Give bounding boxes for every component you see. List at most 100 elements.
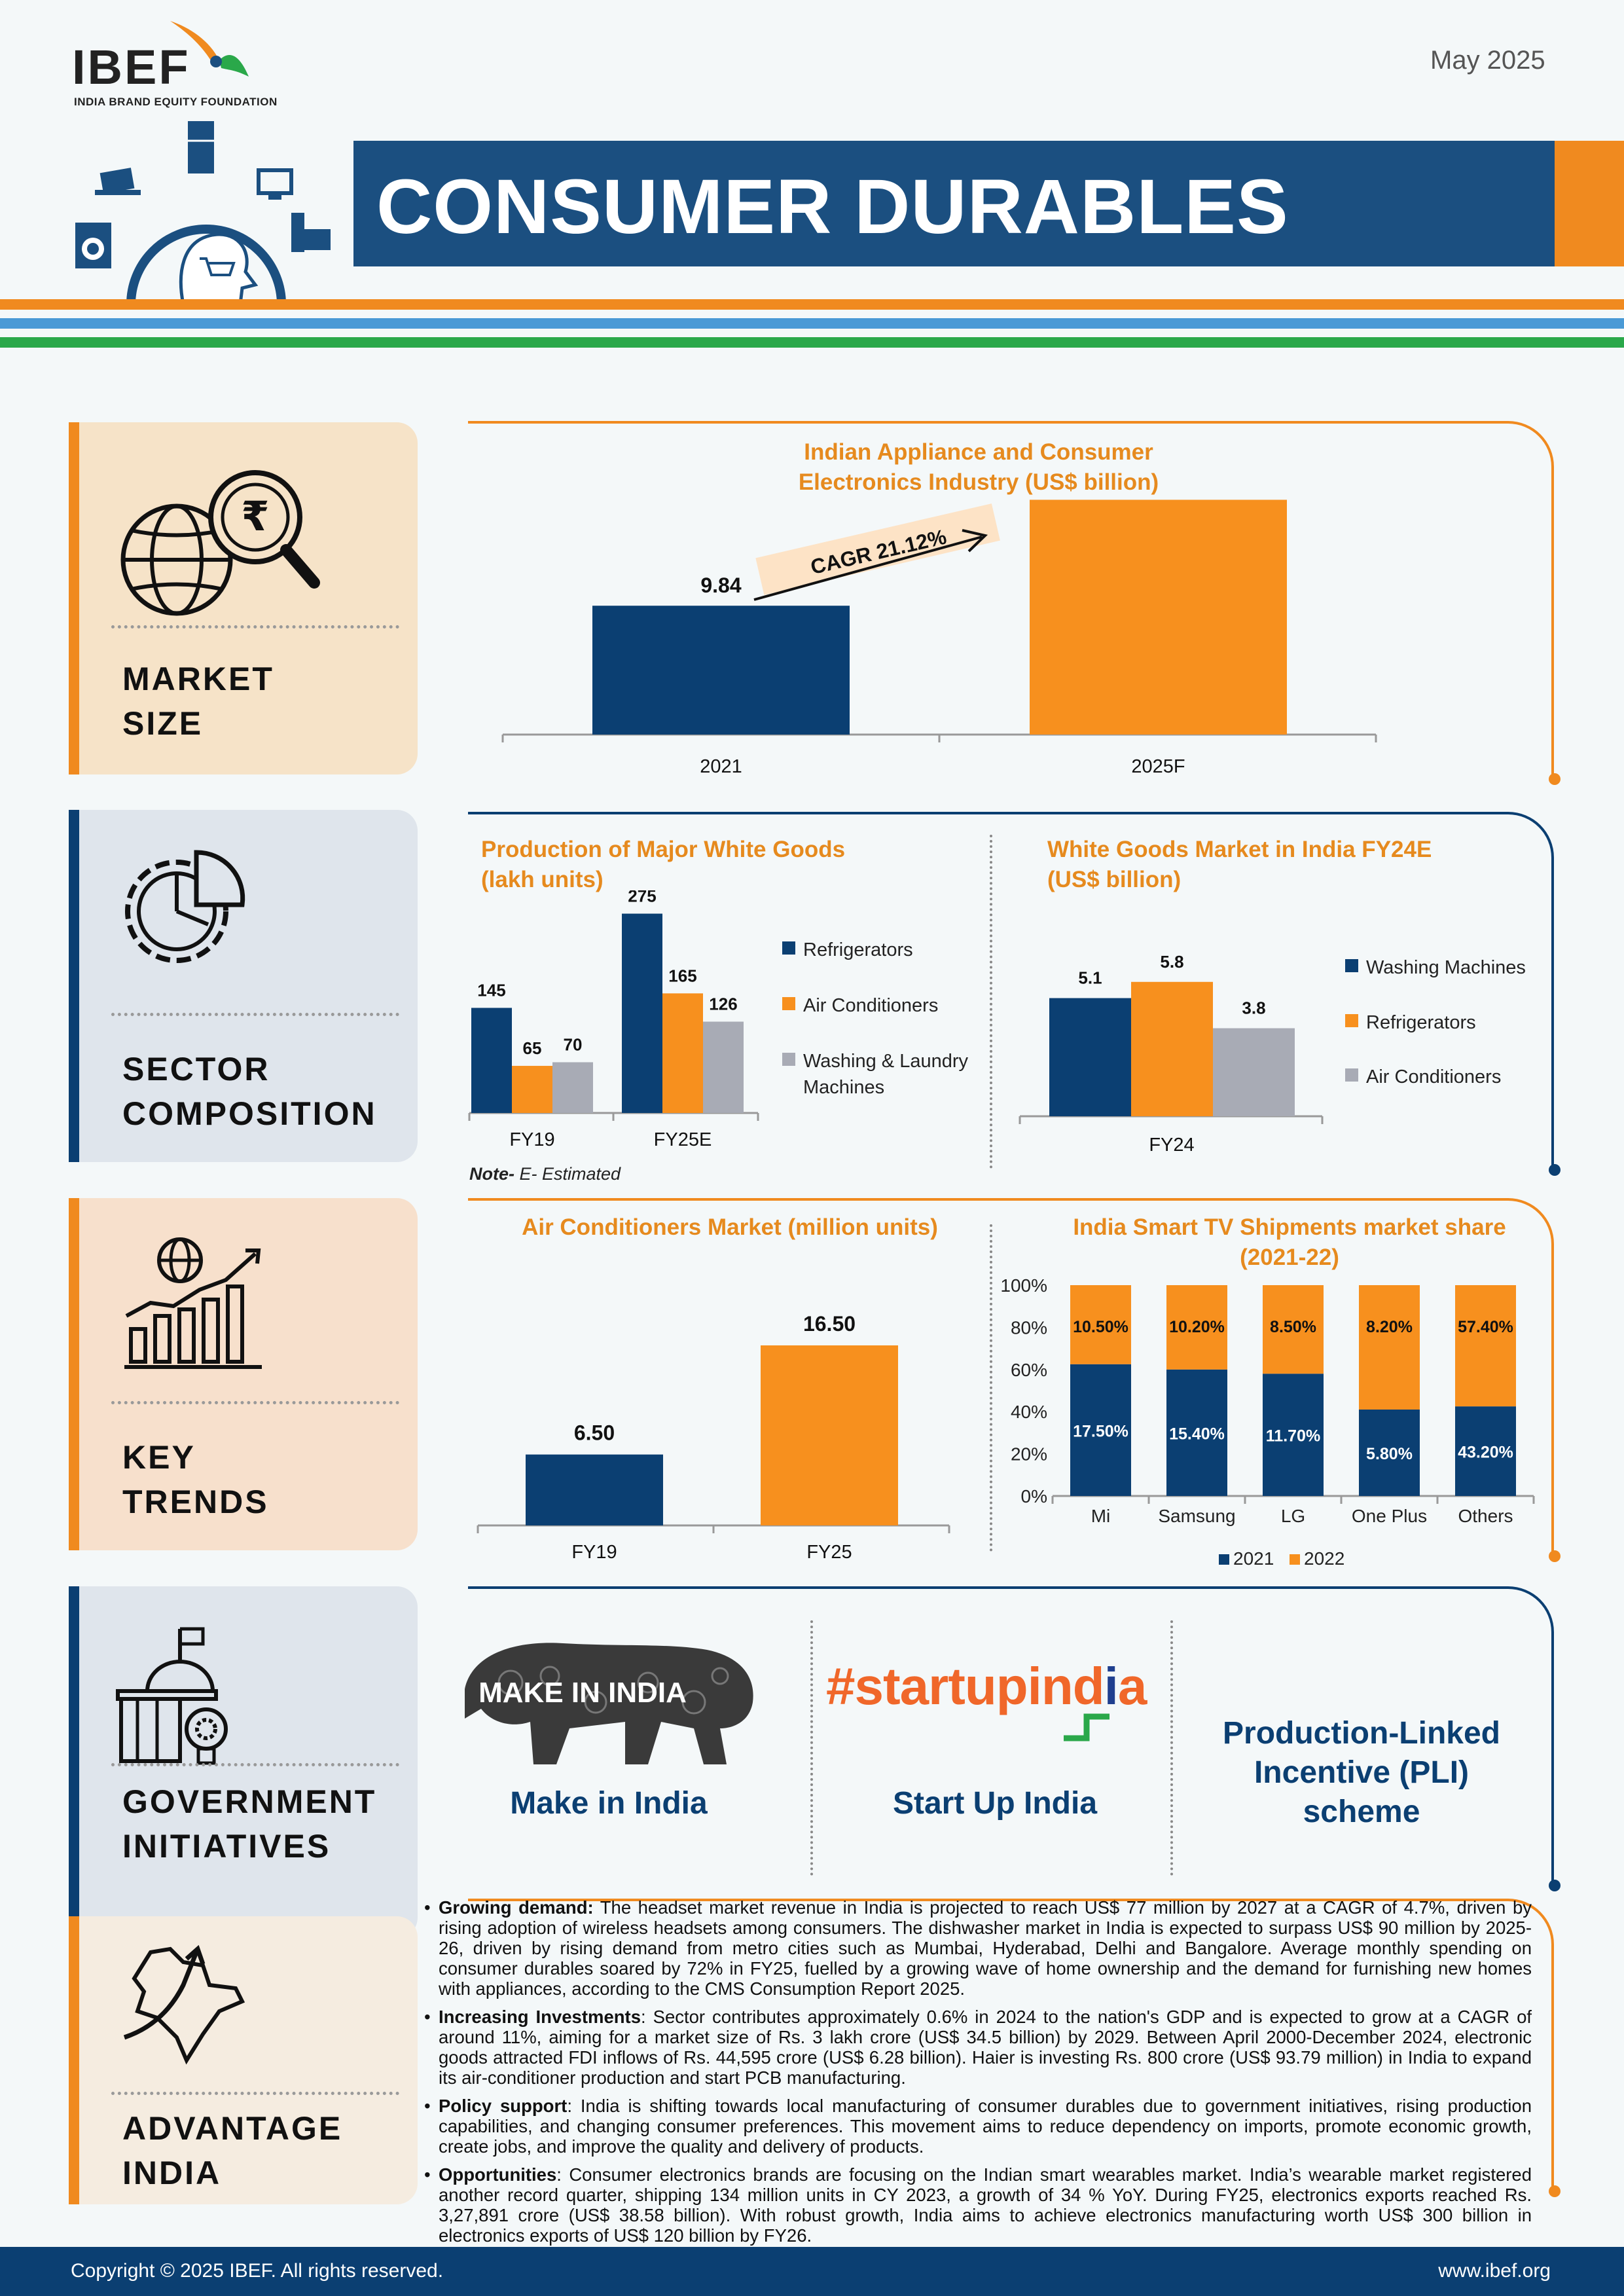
segment-label: 10.50%: [1073, 1318, 1128, 1336]
x-tick-label: Samsung: [1158, 1506, 1235, 1526]
gear-pie-icon: [125, 850, 245, 963]
pli-line-3: scheme: [1303, 1795, 1420, 1829]
bar-2021-LG: [1263, 1374, 1324, 1496]
bar-value-label: 275: [628, 890, 656, 906]
bar-Air Conditioners-FY19: [512, 1066, 552, 1113]
legend-washing: Washing & Laundry: [803, 1051, 969, 1072]
bar-Refrigerators: [1131, 981, 1213, 1116]
legend-label-2022: 2022: [1304, 1548, 1344, 1569]
x-tick-label: FY25E: [654, 1129, 712, 1150]
advantage-label-2: INDIA: [122, 2155, 222, 2191]
segment-label: 15.40%: [1169, 1425, 1225, 1443]
y-tick-label: 0%: [1021, 1486, 1047, 1506]
cagr-arrow-head: [962, 529, 988, 553]
legend-washing-2: Machines: [803, 1077, 885, 1098]
report-date: May 2025: [1430, 46, 1545, 75]
footer: Copyright © 2025 IBEF. All rights reserv…: [0, 2247, 1624, 2296]
globe-magnifier-icon: ₹: [120, 470, 320, 616]
blue-stripe: [0, 318, 1624, 329]
green-stripe: [0, 337, 1624, 348]
government-frame: [468, 1586, 1561, 1891]
bar-2022-Mi: [1070, 1285, 1131, 1364]
sector-composition-label-2: COMPOSITION: [122, 1095, 377, 1132]
market-size-label-1: MARKET: [122, 661, 274, 697]
segment-label: 5.80%: [1366, 1445, 1413, 1463]
segment-label: 8.20%: [1366, 1318, 1413, 1336]
segment-label: 11.70%: [1266, 1427, 1320, 1446]
advantage-body: : India is shifting towards local manufa…: [439, 2096, 1532, 2157]
advantage-item: Opportunities: Consumer electronics bran…: [424, 2164, 1532, 2246]
bar-Refrigerators-FY19: [471, 1008, 512, 1113]
market-size-label-2: SIZE: [122, 705, 204, 742]
chart-3-title: White Goods Market in India FY24E (US$ b…: [1047, 835, 1532, 895]
bar-2022-One Plus: [1359, 1285, 1420, 1410]
website-link[interactable]: www.ibef.org: [1438, 2260, 1551, 2282]
pli-scheme-label: Production-Linked Incentive (PLI) scheme: [1178, 1714, 1545, 1832]
chart-5-title-line-1: India Smart TV Shipments market share: [1073, 1214, 1506, 1240]
copyright-text: Copyright © 2025 IBEF. All rights reserv…: [71, 2260, 444, 2282]
production-legend: Refrigerators Air Conditioners Washing &…: [782, 939, 979, 1112]
bar-2022-Others: [1455, 1285, 1516, 1407]
advantage-body: : Consumer electronics brands are focusi…: [439, 2164, 1532, 2246]
advantage-india-card: ADVANTAGE INDIA: [69, 1916, 418, 2204]
segment-label: 57.40%: [1458, 1318, 1513, 1336]
logo-text: IBEF: [72, 40, 190, 94]
legend-refrigerators: Refrigerators: [803, 939, 913, 960]
advantage-item: Policy support: India is shifting toward…: [424, 2096, 1532, 2157]
x-tick-label: 2021: [700, 756, 742, 777]
note-label: Note-: [469, 1164, 514, 1184]
bar-2022-Samsung: [1166, 1285, 1227, 1370]
advantage-body: : Sector contributes approximately 0.6% …: [439, 2007, 1532, 2088]
start-up-india-label: Start Up India: [892, 1786, 1098, 1821]
bar-value-label: 70: [564, 1035, 583, 1055]
market-size-card: ₹ MARKET SIZE: [69, 422, 418, 774]
separator-4: [1170, 1620, 1173, 1876]
growth-chart-icon: [124, 1237, 262, 1369]
chart-5-title-line-2: (2021-22): [1240, 1245, 1339, 1270]
chart-2-title-line-1: Production of Major White Goods: [481, 837, 846, 862]
x-tick-label: One Plus: [1352, 1506, 1427, 1526]
y-tick-label: 80%: [1011, 1317, 1047, 1338]
separator-2: [990, 1224, 992, 1552]
startup-step-icon: [1064, 1713, 1110, 1741]
legend-label-2021: 2021: [1233, 1548, 1274, 1569]
y-tick-label: 40%: [1011, 1402, 1047, 1422]
sector-composition-card: SECTOR COMPOSITION: [69, 810, 418, 1162]
chart-2-title: Production of Major White Goods (lakh un…: [481, 835, 926, 895]
pli-line-1: Production-Linked: [1223, 1716, 1500, 1751]
make-in-india-logo-text: MAKE IN INDIA: [478, 1677, 687, 1709]
bar-Washing & Laundry Machines-FY19: [552, 1062, 593, 1113]
sector-composition-label-1: SECTOR: [122, 1051, 270, 1087]
bar-value-label: 6.50: [574, 1421, 615, 1445]
startup-logo-part-c: a: [1117, 1657, 1147, 1715]
bar-FY19: [526, 1454, 663, 1525]
orange-stripe: [0, 299, 1624, 310]
chart-1-title: Indian Appliance and Consumer Electronic…: [694, 437, 1263, 498]
ac-market-chart: 6.50 FY19 16.50 FY25: [477, 1312, 950, 1563]
x-tick-label: FY24: [1149, 1135, 1194, 1156]
consumer-durables-hero-icon: [75, 121, 331, 305]
advantage-india-text: Growing demand: The headset market reven…: [424, 1897, 1532, 2253]
advantage-item: Growing demand: The headset market reven…: [424, 1897, 1532, 1999]
bar-2021-Others: [1455, 1406, 1516, 1496]
startup-logo-part-b: i: [1104, 1657, 1119, 1715]
y-tick-label: 20%: [1011, 1444, 1047, 1465]
sector-composition-frame: [468, 812, 1561, 1176]
bar-Washing Machines: [1049, 998, 1131, 1116]
chart-3-title-line-2: (US$ billion): [1047, 867, 1182, 892]
key-trends-frame: [468, 1198, 1561, 1562]
bird-icon: [170, 21, 249, 77]
bar-value-label: 16.50: [803, 1312, 856, 1336]
smart-tv-chart: 0% 20% 40% 60% 80% 100% 17.50% 10.50% Mi 15.40% 10…: [1000, 1275, 1535, 1569]
key-trends-label-1: KEY: [122, 1439, 196, 1476]
bar-2025F: [1030, 500, 1287, 735]
bar-value-label: 145: [477, 980, 505, 1000]
pli-line-2: Incentive (PLI): [1254, 1755, 1470, 1790]
bar-2022-LG: [1263, 1285, 1324, 1374]
segment-label: 43.20%: [1458, 1444, 1513, 1462]
advantage-item: Increasing Investments: Sector contribut…: [424, 2007, 1532, 2088]
white-goods-market-chart: 5.1 5.8 3.8 FY24: [1019, 952, 1324, 1156]
title-banner-accent: [1555, 141, 1624, 266]
note-text: E- Estimated: [514, 1164, 621, 1184]
legend-air-conditioners: Air Conditioners: [803, 995, 939, 1016]
